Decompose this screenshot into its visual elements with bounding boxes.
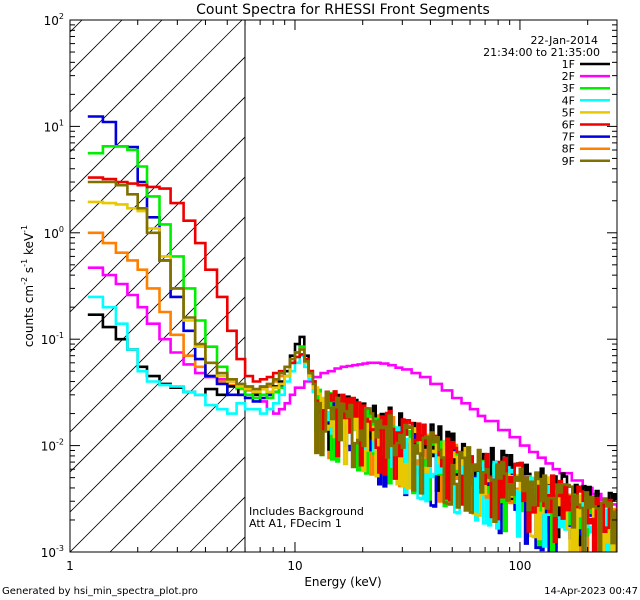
y-axis-label-unit-kev: keV (22, 232, 36, 259)
hatch-line (70, 96, 245, 273)
legend-label-8F: 8F (562, 143, 575, 156)
axis-ticks (69, 19, 617, 553)
y-tick-base: 10 (41, 546, 56, 560)
y-tick-base: 10 (41, 333, 56, 347)
hatch-line (70, 176, 245, 353)
y-tick-label: 101 (44, 118, 64, 134)
y-tick-exponent: -3 (56, 544, 64, 553)
x-tick-label: 1 (66, 559, 74, 573)
footer-timestamp: 14-Apr-2023 00:47 (544, 586, 638, 597)
y-tick-base: 10 (41, 440, 56, 454)
x-tick-labels: 1 10 100 (66, 559, 531, 573)
hatch-line (0, 20, 2, 552)
hatch-line (70, 216, 245, 393)
annotation-background: Includes Background (249, 505, 364, 518)
series-line-9F (87, 180, 617, 552)
legend-label-2F: 2F (562, 70, 575, 83)
y-axis-label-exp-cm: -2 (20, 277, 29, 285)
hatch-line (70, 20, 203, 153)
hatch-line (510, 20, 640, 552)
y-tick-exponent: 0 (59, 225, 64, 234)
hatch-line (70, 136, 245, 313)
hatch-line (70, 20, 163, 113)
y-tick-label: 10-1 (41, 331, 64, 347)
y-axis-label-unit-s: s (22, 267, 36, 277)
legend-label-4F: 4F (562, 94, 575, 107)
y-tick-exponent: 2 (59, 12, 64, 21)
hatch-line (630, 20, 640, 552)
hatch-line (70, 20, 243, 193)
y-tick-label: 100 (44, 225, 64, 241)
x-axis-label: Energy (keV) (304, 575, 381, 589)
background-hatch-region (0, 20, 640, 552)
y-axis-label-exp-kev: -1 (20, 225, 29, 233)
legend-label-1F: 1F (562, 58, 575, 71)
x-tick-label: 10 (287, 559, 302, 573)
y-tick-exponent: -2 (56, 438, 64, 447)
y-tick-base: 10 (44, 120, 59, 134)
hatch-line (70, 296, 245, 473)
y-tick-label: 10-3 (41, 544, 64, 560)
date-label: 22-Jan-2014 (531, 34, 599, 47)
legend-label-6F: 6F (562, 119, 575, 132)
hatch-line (70, 56, 245, 233)
y-axis-label-exp-s: -1 (20, 259, 29, 267)
y-tick-label: 10-2 (41, 438, 64, 454)
hatch-line (149, 456, 245, 552)
legend-label-5F: 5F (562, 106, 575, 119)
legend-label-7F: 7F (562, 131, 575, 144)
plot-frame (69, 19, 618, 553)
y-axis-label-unit-counts: counts cm (22, 285, 36, 347)
y-axis-label: counts cm-2 s-1 keV-1 (20, 225, 36, 347)
y-tick-base: 10 (44, 227, 59, 241)
hatch-line (70, 376, 245, 552)
footer-generated-by: Generated by hsi_min_spectra_plot.pro (2, 586, 198, 597)
y-tick-exponent: 1 (59, 118, 64, 127)
x-tick-label: 100 (509, 559, 532, 573)
hatch-line (109, 416, 245, 552)
y-tick-label: 102 (44, 12, 64, 28)
y-tick-exponent: -1 (56, 331, 64, 340)
hatch-line (70, 20, 123, 73)
annotation-attenuator: Att A1, FDecim 1 (249, 517, 342, 530)
y-tick-base: 10 (44, 14, 59, 28)
chart-title: Count Spectra for RHESSI Front Segments (196, 2, 490, 18)
time-range-label: 21:34:00 to 21:35:00 (483, 46, 600, 59)
series-layer (87, 115, 617, 552)
legend-label-9F: 9F (562, 155, 575, 168)
legend-label-3F: 3F (562, 82, 575, 95)
hatch-line (70, 336, 245, 513)
